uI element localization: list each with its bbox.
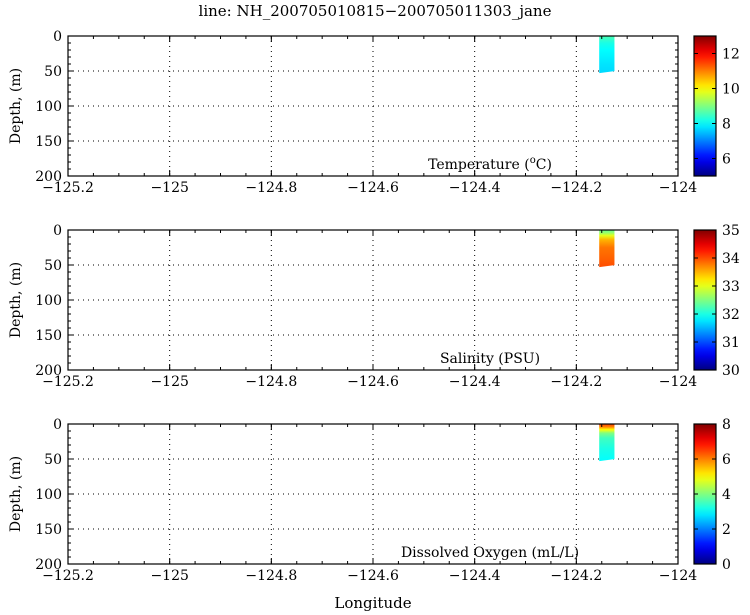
annotation-unit-close: C) [536, 157, 552, 173]
colorbar-tick-label: 31 [722, 335, 740, 351]
colorbar-frame [693, 229, 717, 371]
x-axis-label: Longitude [334, 594, 412, 612]
x-tick-label: −124.2 [550, 568, 602, 584]
colorbar-tick-label: 35 [722, 223, 740, 239]
y-tick-label: 50 [44, 452, 62, 468]
x-tick-label: −125.2 [42, 180, 94, 196]
colorbar-tick-label: 34 [722, 251, 740, 267]
colorbar-tick-label: 33 [722, 279, 740, 295]
colorbar-tick-label: 0 [722, 557, 731, 573]
y-tick-label: 100 [35, 487, 62, 503]
colorbar [694, 230, 716, 370]
y-tick-label: 100 [35, 293, 62, 309]
y-tick-label: 200 [35, 557, 62, 573]
annotation-unit-open: ( [520, 157, 530, 173]
data-section [599, 424, 615, 462]
colorbar [694, 424, 716, 564]
y-tick-label: 0 [53, 29, 62, 45]
colorbar-tick-label: 4 [722, 487, 731, 503]
x-tick-label: −124.4 [449, 180, 501, 196]
figure-title: line: NH_200705010815−200705011303_jane [198, 2, 552, 20]
x-tick-label: −124.6 [347, 180, 399, 196]
data-section [599, 36, 615, 74]
y-tick-label: 150 [35, 328, 62, 344]
y-tick-label: 0 [53, 223, 62, 239]
colorbar-tick-label: 30 [722, 363, 740, 379]
panel-oxygen: −125.2 −125 −124.8 −124.6 −124.4 −124.2 −124 0 5… [8, 417, 731, 584]
x-tick-label: −124.8 [245, 374, 297, 390]
x-tick-label: −125.2 [42, 568, 94, 584]
colorbar [694, 36, 716, 176]
colorbar-tick-label: 2 [722, 522, 731, 538]
y-tick-label: 150 [35, 522, 62, 538]
colorbar-tick-label: 12 [722, 47, 740, 63]
y-tick-label: 100 [35, 99, 62, 115]
x-tick-label: −125 [150, 568, 188, 584]
x-tick-label: −125.2 [42, 374, 94, 390]
annotation-text: Salinity (PSU) [440, 351, 540, 367]
colorbar-tick-label: 6 [722, 452, 731, 468]
colorbar-frame [693, 35, 717, 177]
panel-temperature: −125.2 −125 −124.8 −124.6 −124.4 −124.2 −124 0 5… [8, 29, 740, 196]
y-axis-label: Depth, (m) [8, 262, 24, 338]
x-tick-label: −124.8 [245, 568, 297, 584]
x-tick-label: −124.2 [550, 374, 602, 390]
x-tick-label: −124.2 [550, 180, 602, 196]
y-tick-label: 150 [35, 134, 62, 150]
x-tick-label: −125 [150, 374, 188, 390]
y-tick-label: 50 [44, 64, 62, 80]
panel-salinity: −125.2 −125 −124.8 −124.6 −124.4 −124.2 −124 0 5… [8, 223, 740, 390]
y-tick-label: 200 [35, 169, 62, 185]
colorbar-tick-label: 8 [722, 117, 731, 133]
data-section [599, 230, 615, 268]
y-tick-label: 0 [53, 417, 62, 433]
annotation-text: Dissolved Oxygen (mL/L) [401, 545, 579, 561]
x-tick-label: −124.4 [449, 568, 501, 584]
y-axis-label: Depth, (m) [8, 68, 24, 144]
x-tick-label: −124.8 [245, 180, 297, 196]
colorbar-tick-label: 8 [722, 417, 731, 433]
panel-annotation: Salinity (PSU) [440, 351, 540, 367]
x-tick-label: −124 [659, 180, 698, 196]
colorbar-tick-label: 6 [722, 152, 731, 168]
x-tick-label: −125 [150, 180, 188, 196]
colorbar-tick-label: 10 [722, 82, 740, 98]
x-tick-label: −124 [659, 374, 698, 390]
annotation-text: Temperature [428, 157, 520, 173]
annotation-unit-sup: o [530, 155, 536, 166]
panel-annotation: Dissolved Oxygen (mL/L) [401, 545, 579, 561]
y-axis-label: Depth, (m) [8, 456, 24, 532]
y-tick-label: 200 [35, 363, 62, 379]
x-tick-label: −124.4 [449, 374, 501, 390]
panel-annotation: Temperature (oC) [428, 155, 552, 173]
colorbar-tick-label: 32 [722, 307, 740, 323]
y-tick-label: 50 [44, 258, 62, 274]
x-tick-label: −124.6 [347, 374, 399, 390]
x-tick-label: −124 [659, 568, 698, 584]
x-tick-label: −124.6 [347, 568, 399, 584]
